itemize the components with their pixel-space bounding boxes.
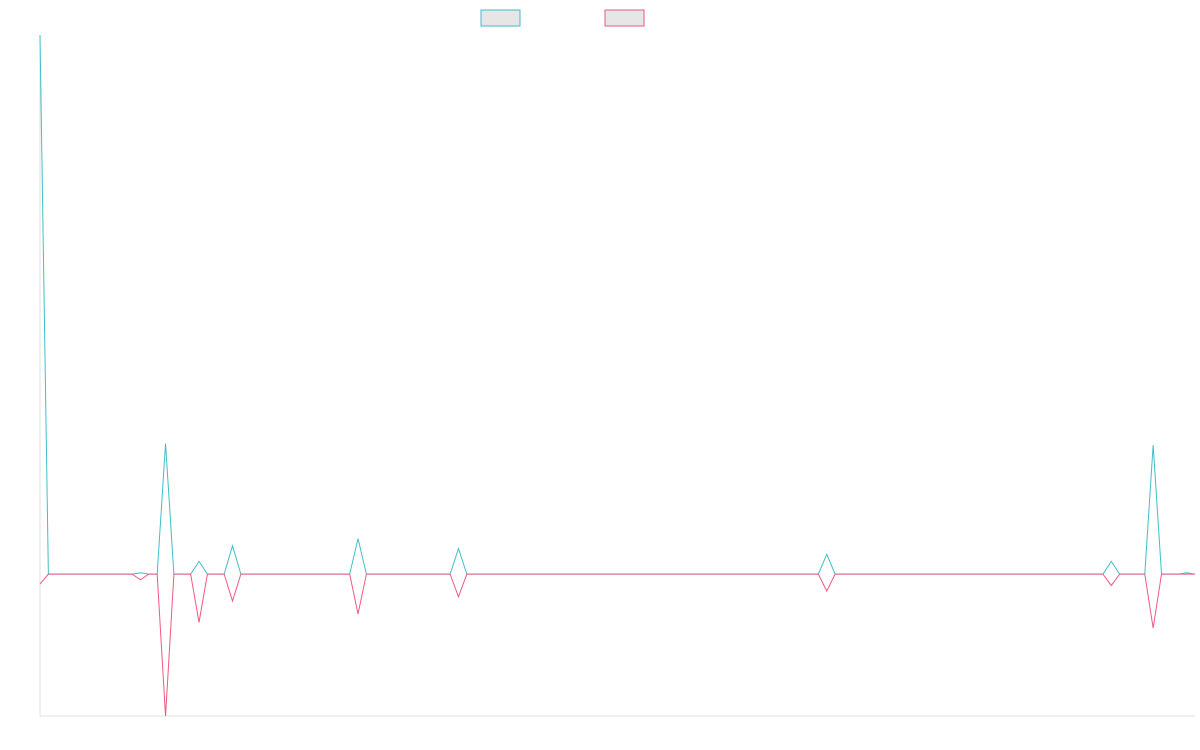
axes — [39, 35, 1195, 717]
legend-swatch-1 — [480, 9, 521, 27]
legend[interactable] — [480, 9, 645, 27]
series-line-2 — [39, 573, 1195, 717]
legend-item-1[interactable] — [480, 9, 521, 27]
legend-swatch-2 — [604, 9, 645, 27]
legend-item-2[interactable] — [604, 9, 645, 27]
series-layer — [39, 34, 1196, 717]
series-line-1 — [39, 34, 1196, 575]
